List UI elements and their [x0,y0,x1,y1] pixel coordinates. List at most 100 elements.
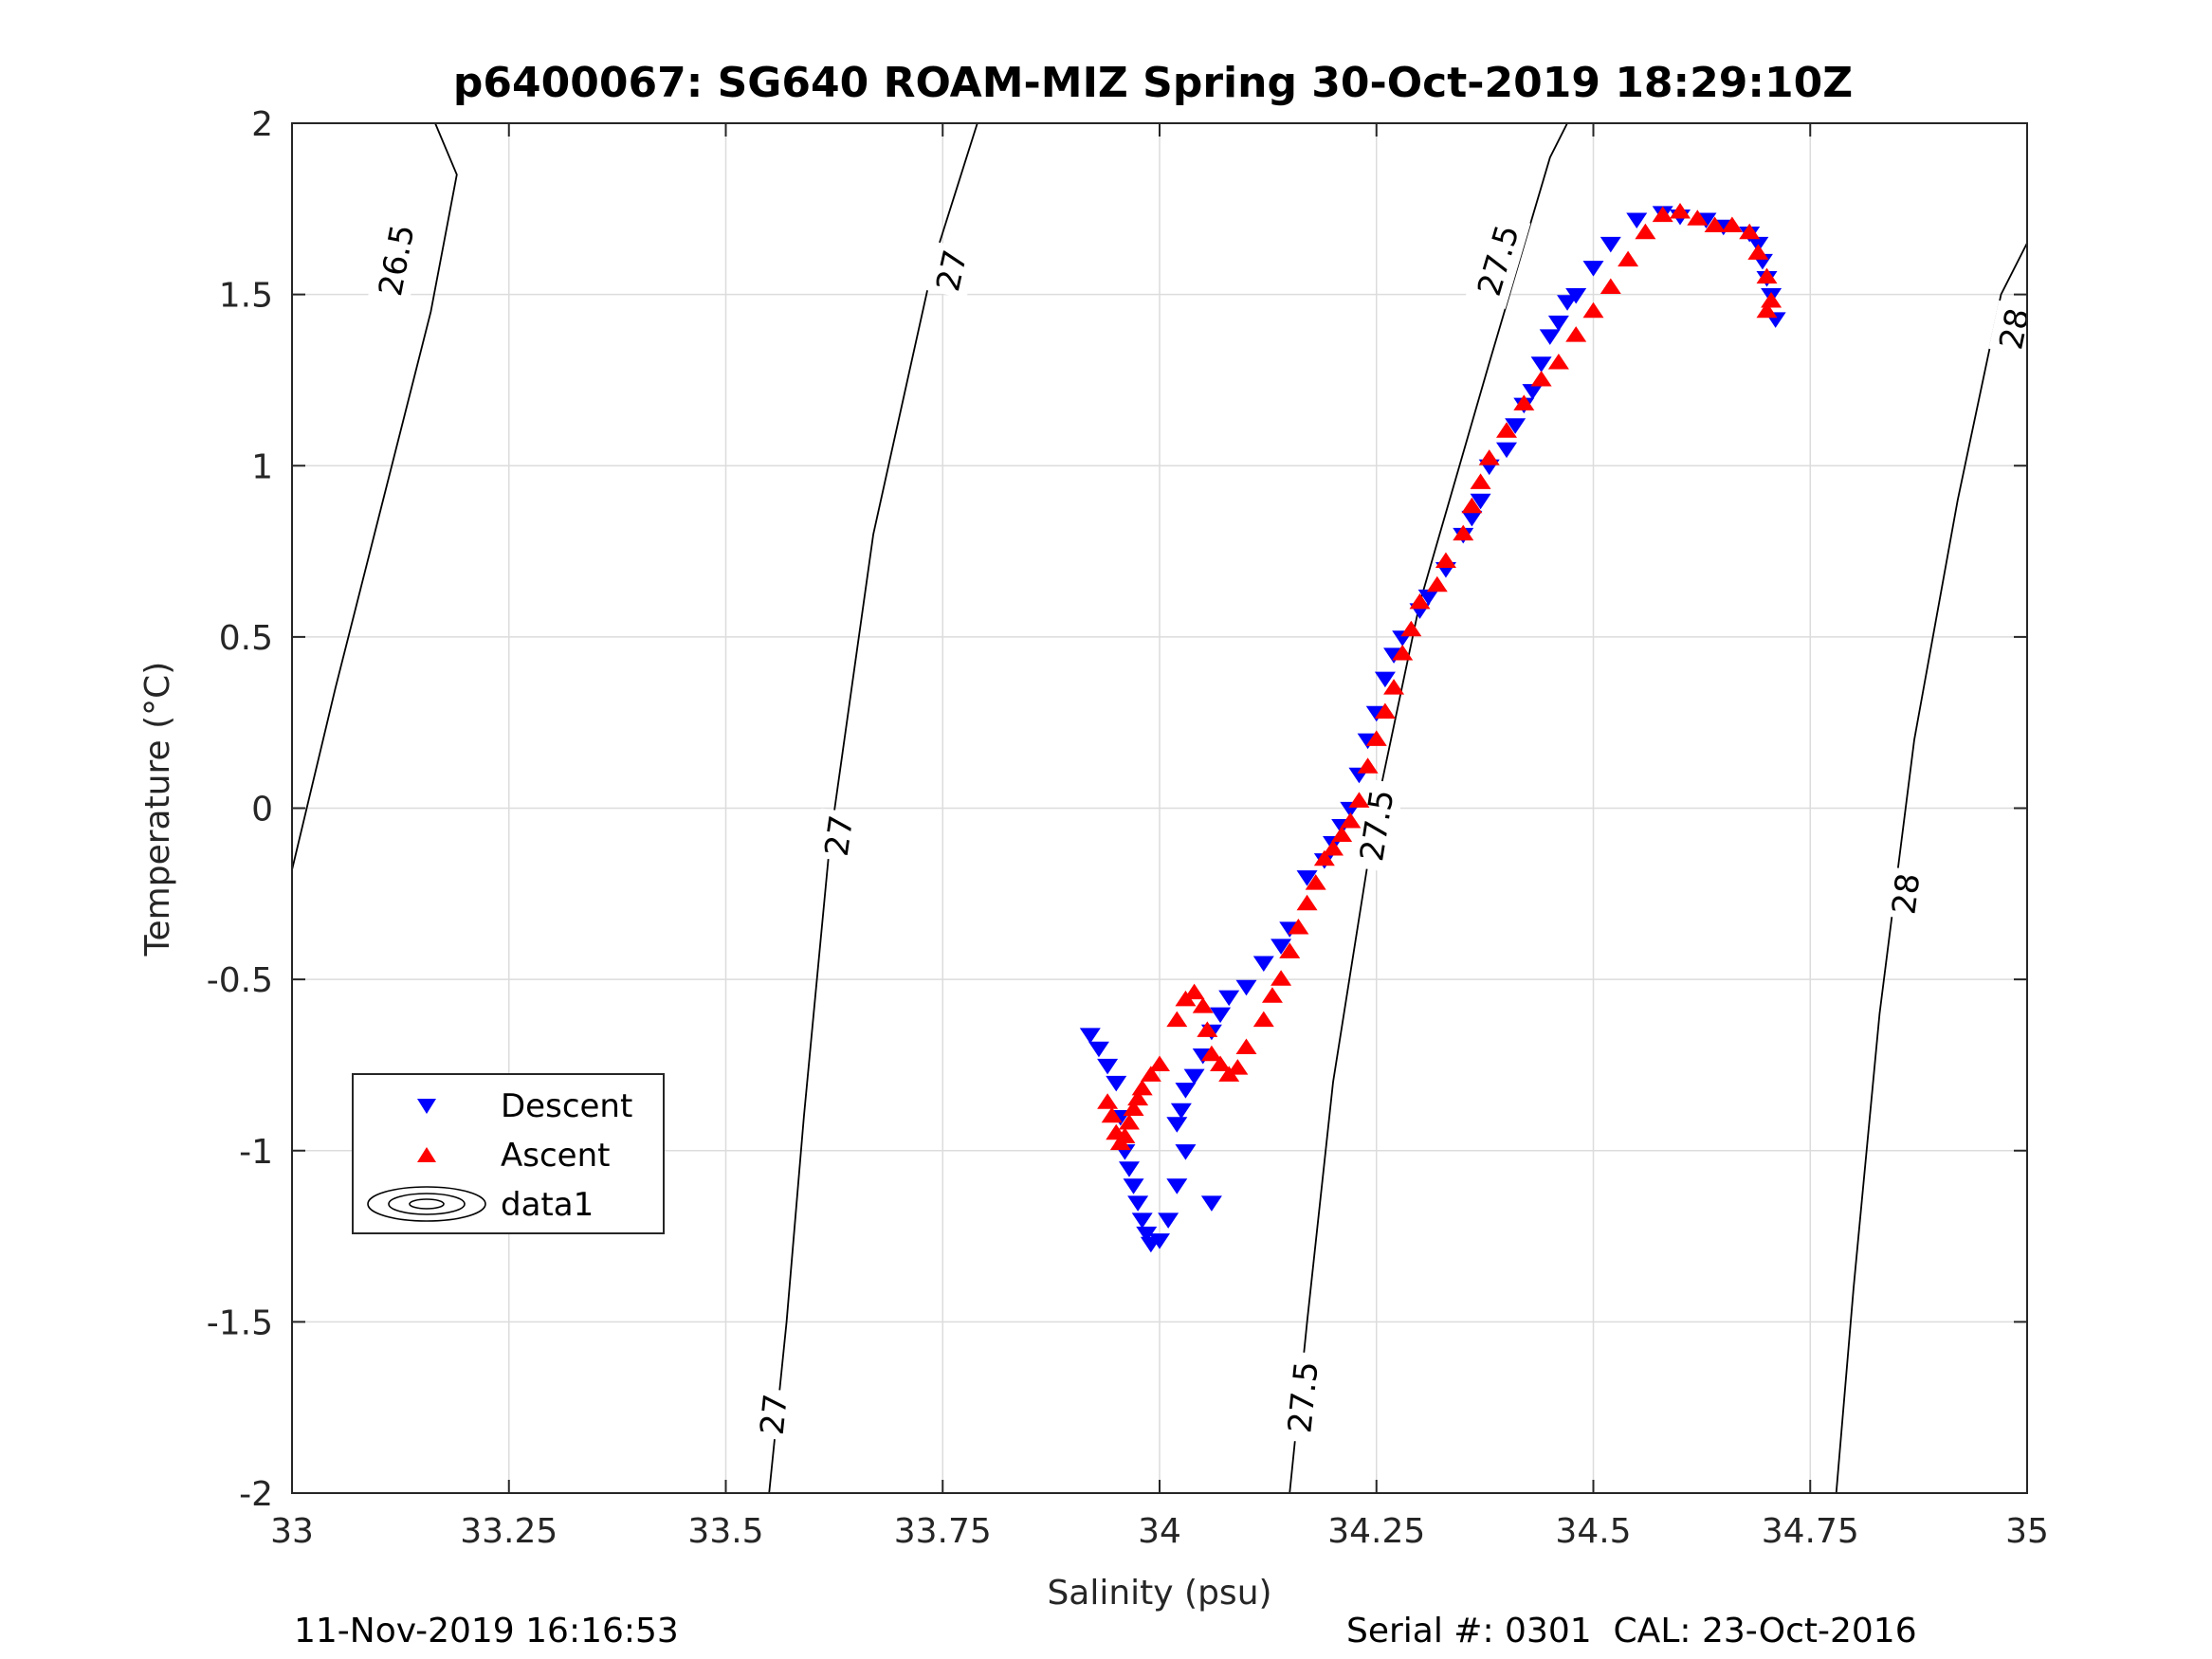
footer-serial-cal: Serial #: 0301 CAL: 23-Oct-2016 [1346,1612,1917,1650]
ascent-point [1530,371,1552,387]
ascent-point [1323,839,1344,856]
ascent-point [1101,1106,1123,1123]
ascent-point [1340,812,1362,829]
descent-point [1470,493,1491,510]
ascent-point [1747,244,1769,260]
ascent-point [1365,730,1387,746]
descent-point [1530,356,1552,373]
ascent-point [1097,1093,1119,1109]
ascent-point [1392,645,1414,661]
contour-label-bg [367,212,426,308]
descent-point [1235,979,1257,996]
ascent-point [1704,216,1726,232]
ascent-point [1210,1055,1232,1072]
ascent-point [1513,394,1535,410]
legend-label-descent: Descent [501,1087,632,1125]
contour-label-group: 27 [814,808,863,864]
descent-point [1496,442,1517,459]
descent-point [1296,870,1318,886]
ascent-point [1305,874,1326,890]
ascent-point [1409,592,1431,610]
contour-label-group: 27.5 [1277,1350,1328,1444]
descent-point [1547,315,1569,332]
ascent-point [1618,250,1639,267]
contour-label: 28 [1885,871,1928,917]
ascent-point [1739,223,1761,240]
x-tick-label: 34.25 [1327,1512,1425,1551]
descent-point [1539,329,1561,345]
descent-point [1175,1144,1197,1160]
contour-line-27.5 [1289,122,1568,1494]
ascent-point [1426,575,1448,592]
ascent-point [1296,894,1318,911]
ascent-point [1383,679,1405,695]
ascent-point [1313,849,1335,866]
descent-point [1166,1178,1188,1194]
legend: Descent Ascent data1 [352,1073,665,1234]
ascent-point [1435,552,1456,568]
ascent-point [1687,210,1709,226]
ascent-point [1756,301,1778,319]
footer-timestamp: 11-Nov-2019 16:16:53 [294,1612,679,1650]
ascent-point [1331,826,1353,842]
ascent-point [1131,1079,1153,1096]
ascent-point [1140,1066,1161,1082]
x-tick-label: 34.5 [1555,1512,1631,1551]
chart-title: p6400067: SG640 ROAM-MIZ Spring 30-Oct-2… [453,59,1853,107]
descent-point [1170,1103,1192,1120]
y-tick-label: -0.5 [207,961,273,1000]
legend-label-ascent: Ascent [501,1137,610,1175]
ascent-point [1357,757,1379,774]
descent-point [1175,1083,1197,1099]
descent-point [1417,589,1439,606]
series-ascent [1097,203,1782,1151]
y-tick-label: -1 [239,1133,273,1172]
ascent-point [1118,1113,1140,1130]
ascent-point [1123,1100,1144,1116]
contour-line-26.5 [291,122,458,870]
descent-point [1522,384,1544,400]
y-tick-label: 0 [251,791,273,830]
ascent-point [1478,449,1500,465]
descent-point [1626,212,1648,229]
ascent-point [1271,970,1292,986]
descent-point [1131,1212,1153,1229]
ascent-point [1149,1055,1170,1072]
y-tick-label: -1.5 [207,1304,273,1342]
ascent-point [1252,1011,1274,1028]
y-axis-label: Temperature (°C) [138,662,177,957]
ascent-point [1261,987,1283,1003]
contour-label-bg [814,808,863,864]
descent-point [1166,1117,1188,1133]
ascent-point [1348,792,1370,808]
ascent-point [1565,326,1587,342]
legend-marker-ascent [417,1147,436,1162]
x-tick-label: 34 [1138,1512,1181,1551]
descent-point [1210,1007,1232,1024]
descent-point [1600,236,1621,253]
ascent-point [1183,983,1205,1000]
contour-label: 28 [1992,305,2038,354]
descent-point [1079,1028,1101,1044]
descent-point [1183,1068,1205,1085]
descent-point [1218,990,1240,1007]
contour-label: 27.5 [1281,1359,1325,1434]
descent-point [1106,1075,1127,1092]
contour-label: 27 [929,246,975,295]
descent-point [1271,939,1292,955]
ascent-point [1127,1089,1149,1106]
x-tick-label: 33 [270,1512,314,1551]
ascent-point [1600,278,1621,294]
ascent-point [1582,301,1604,319]
descent-point [1374,671,1396,688]
y-axis-ticks: 2 1.5 1 0.5 0 -0.5 -1 -1.5 -2 [207,105,2027,1514]
ascent-point [1670,203,1691,219]
y-tick-label: 1 [251,447,273,486]
x-axis-ticks: 33 33.25 33.5 33.75 34 34.25 34.5 34.75 35 [270,123,2049,1551]
ascent-point [1166,1011,1188,1028]
descent-point [1088,1041,1109,1058]
ascent-point [1374,702,1396,719]
descent-point [1123,1178,1144,1194]
x-tick-label: 34.75 [1762,1512,1859,1551]
